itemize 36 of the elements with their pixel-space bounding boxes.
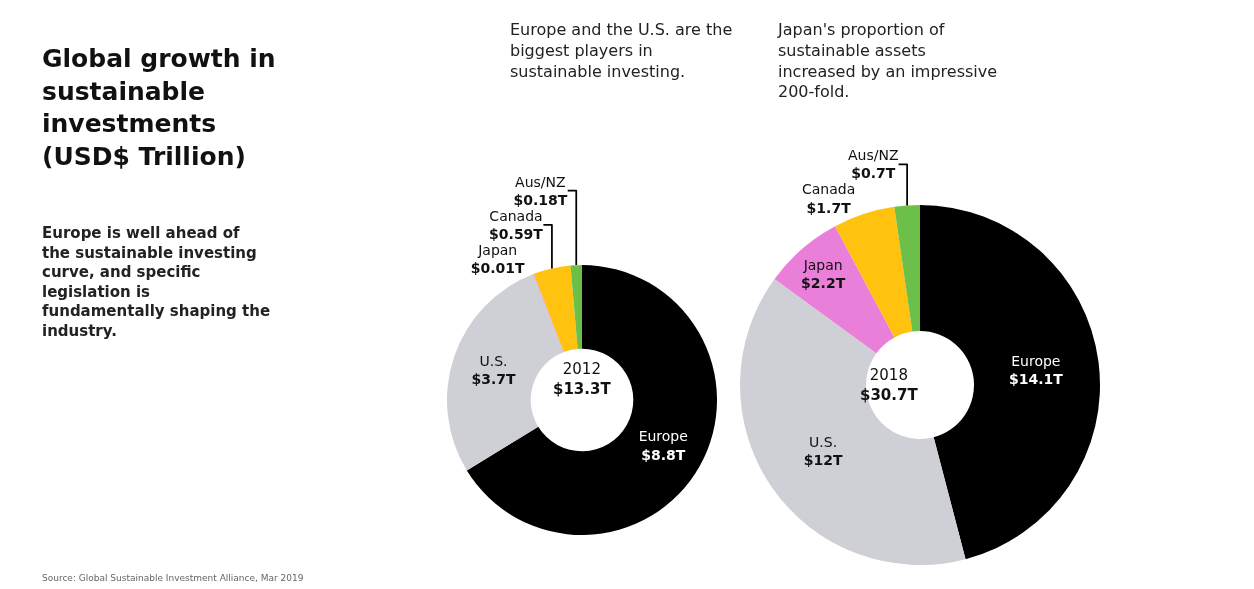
source-note: Source: Global Sustainable Investment Alliance, Mar 2019 (42, 573, 304, 583)
text: Japan's proportion of sustainable assets increased by an impressive 200-fold. (777, 20, 998, 102)
slice-label: Europe (1011, 352, 1061, 369)
donut-slice (570, 265, 582, 349)
slice-label: Aus/NZ (515, 173, 566, 190)
data-label: $14.1T (1008, 371, 1064, 388)
data-label: $0.18T (513, 191, 568, 208)
slice-label: Canada (802, 181, 856, 198)
donut-slice (533, 273, 564, 353)
text: $13.3T (553, 379, 612, 398)
text: Europe is well ahead of the sustainable investing curve, and specific legislation is fundamentally shaping the industry. (42, 224, 271, 340)
text: Global growth in sustainable investments (USD$ Trillion) (42, 44, 276, 171)
slice-label: Japan (802, 256, 843, 273)
donut-slice (740, 279, 966, 565)
text: 2018 (869, 366, 908, 384)
data-label: $2.2T (801, 275, 846, 292)
text: $30.7T (860, 385, 919, 404)
slice-label: U.S. (809, 433, 838, 450)
data-label: $1.7T (806, 199, 852, 216)
data-label: $8.8T (641, 446, 686, 463)
data-label: $12T (803, 452, 843, 469)
donut-slice (774, 226, 895, 354)
donut-slice (894, 205, 920, 332)
data-label: $0.01T (470, 260, 526, 277)
slice-label: Japan (477, 241, 518, 258)
data-label: $0.7T (851, 165, 896, 182)
text: Europe and the U.S. are the biggest players in sustainable investing. (510, 20, 733, 81)
donut-slice (920, 205, 1100, 560)
slice-label: U.S. (479, 353, 508, 370)
text: 2012 (562, 360, 601, 378)
slice-label: Aus/NZ (848, 147, 899, 164)
data-label: $3.7T (471, 371, 517, 388)
donut-slice (533, 265, 578, 353)
slice-label: Canada (489, 207, 543, 224)
slice-label: Europe (638, 428, 688, 445)
data-label: $0.59T (489, 225, 544, 242)
